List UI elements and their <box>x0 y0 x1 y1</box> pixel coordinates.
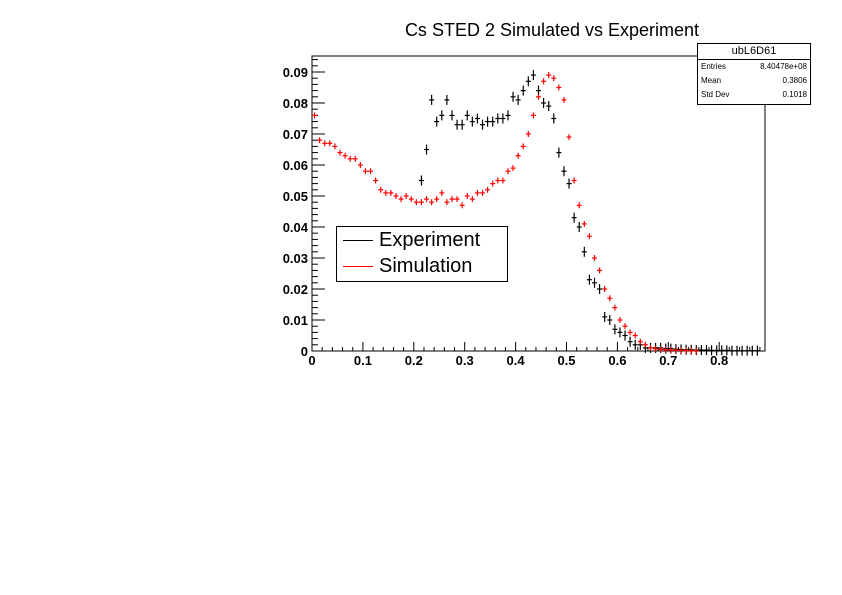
stats-box-title: ubL6D61 <box>698 44 810 60</box>
y-tick-label: 0.02 <box>283 282 308 297</box>
stats-value: 0.1018 <box>782 90 807 99</box>
x-tick-label: 0.6 <box>608 353 626 368</box>
stats-label: Entries <box>701 62 726 71</box>
y-tick-label: 0.06 <box>283 158 308 173</box>
y-tick-label: 0.01 <box>283 313 308 328</box>
x-tick-label: 0 <box>308 353 315 368</box>
legend-line-icon <box>343 239 373 241</box>
y-axis: 0 0.01 0.02 0.03 0.04 0.05 0.06 0.07 0.08 0.09 <box>283 59 325 359</box>
stats-value: 0.3806 <box>782 76 807 85</box>
stats-label: Std Dev <box>701 90 730 99</box>
x-tick-label: 0.1 <box>354 353 372 368</box>
legend-item-experiment: Experiment <box>337 227 507 253</box>
y-tick-label: 0.08 <box>283 96 308 111</box>
stats-box: ubL6D61 Entries 8.40478e+08 Mean 0.3806 … <box>697 43 811 105</box>
stats-value: 8.40478e+08 <box>760 62 807 71</box>
x-tick-label: 0.5 <box>557 353 575 368</box>
legend-item-simulation: Simulation <box>337 253 507 279</box>
y-tick-label: 0.03 <box>283 251 308 266</box>
y-tick-label: 0.07 <box>283 127 308 142</box>
stats-row-mean: Mean 0.3806 <box>698 74 810 88</box>
y-tick-label: 0 <box>301 344 308 359</box>
x-tick-label: 0.3 <box>456 353 474 368</box>
legend: Experiment Simulation <box>336 226 508 282</box>
legend-label: Simulation <box>379 254 473 277</box>
stats-row-entries: Entries 8.40478e+08 <box>698 60 810 74</box>
legend-label: Experiment <box>379 228 481 251</box>
plot-frame <box>311 55 766 352</box>
y-tick-label: 0.05 <box>283 189 308 204</box>
x-tick-label: 0.7 <box>659 353 677 368</box>
experiment-series <box>418 70 760 356</box>
x-tick-label: 0.2 <box>405 353 423 368</box>
legend-line-icon <box>343 265 373 267</box>
y-tick-label: 0.04 <box>283 220 309 235</box>
x-axis: 0 0.1 0.2 0.3 0.4 0.5 0.6 0.7 0.8 <box>308 342 761 368</box>
y-tick-label: 0.09 <box>283 65 308 80</box>
chart-title: Cs STED 2 Simulated vs Experiment <box>404 20 700 40</box>
x-tick-label: 0.4 <box>507 353 526 368</box>
stats-label: Mean <box>701 76 722 85</box>
x-tick-label: 0.8 <box>710 353 728 368</box>
simulation-series <box>312 72 699 354</box>
stats-row-stddev: Std Dev 0.1018 <box>698 88 810 102</box>
